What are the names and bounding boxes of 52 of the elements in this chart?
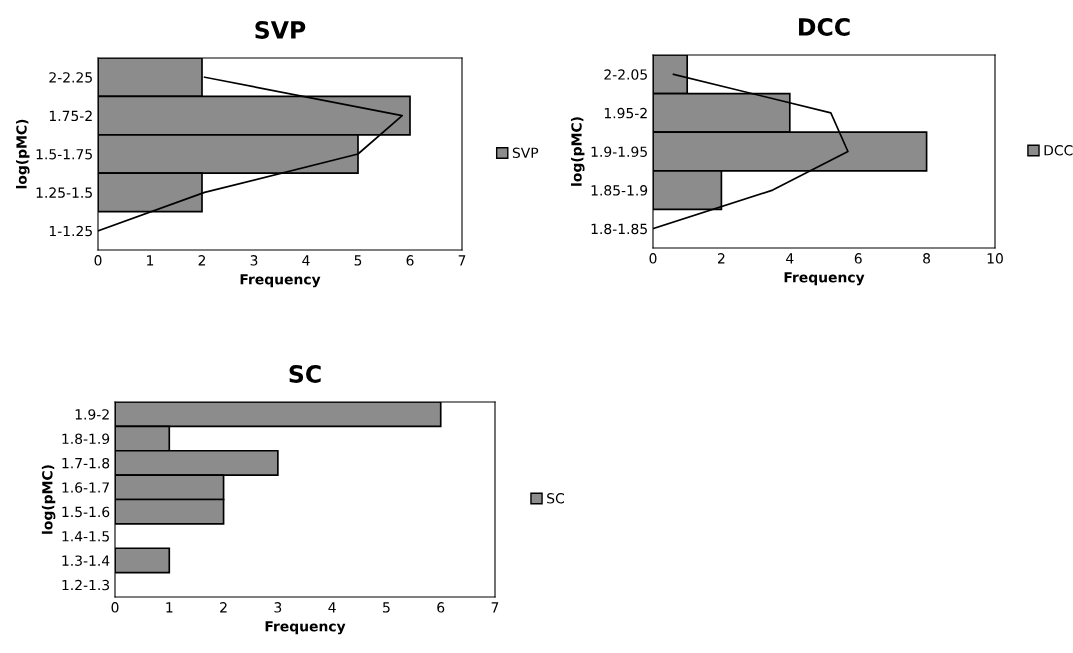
x-tick-label: 2 — [718, 253, 725, 264]
y-tick-label: 1.95-2 — [604, 107, 647, 119]
y-tick-label: 1.25-1.5 — [36, 187, 92, 198]
y-tick-label: 1.75-2 — [49, 110, 92, 122]
x-tick-label: 6 — [854, 253, 862, 264]
y-tick-label: 1.7-1.8 — [62, 457, 110, 469]
y-tick-label: 1.6-1.7 — [62, 482, 109, 493]
y-tick-label: 1.8-1.85 — [591, 223, 647, 235]
x-tick-label: 5 — [383, 602, 390, 613]
x-tick-label: 4 — [328, 602, 336, 613]
x-tick-label: 2 — [198, 255, 206, 266]
y-tick-label: 1.9-2 — [75, 409, 109, 420]
x-tick-label: 10 — [987, 253, 1003, 264]
x-axis-title: Frequency — [784, 272, 865, 286]
y-tick-label: 1.5-1.75 — [36, 149, 92, 160]
y-tick-label: 1-1.25 — [49, 225, 92, 237]
x-tick-label: 1 — [147, 255, 154, 266]
y-axis-title: log(pMC) — [41, 465, 56, 534]
y-tick-label: 1.5-1.6 — [62, 506, 110, 518]
y-axis-title: log(pMC) — [571, 117, 585, 186]
y-tick-label: 1.8-1.9 — [62, 433, 110, 445]
y-tick-label: 1.3-1.4 — [62, 555, 110, 566]
y-tick-label: 1.2-1.3 — [62, 579, 110, 591]
legend-label: DCC — [1044, 145, 1073, 156]
legend-label: SVP — [512, 147, 539, 159]
y-tick-label: 1.4-1.5 — [62, 531, 109, 542]
y-tick-label: 1.9-1.95 — [591, 146, 647, 157]
x-tick-label: 3 — [250, 255, 258, 266]
chart-title: SC — [289, 365, 321, 383]
chart-title: DCC — [799, 18, 850, 36]
x-tick-label: 7 — [491, 602, 499, 613]
x-tick-label: 6 — [406, 255, 414, 266]
x-tick-label: 4 — [302, 255, 310, 266]
legend-label: SC — [547, 493, 564, 504]
y-tick-label: 2-2.05 — [604, 69, 647, 80]
x-axis-title: Frequency — [240, 274, 321, 288]
y-axis-title: log(pMC) — [16, 119, 30, 189]
y-tick-label: 1.85-1.9 — [591, 185, 648, 196]
x-axis-title: Frequency — [265, 621, 346, 635]
x-tick-label: 6 — [437, 602, 445, 613]
x-tick-label: 1 — [166, 602, 173, 613]
x-tick-label: 0 — [94, 255, 102, 266]
y-tick-label: 2-2.25 — [49, 72, 92, 83]
x-tick-label: 3 — [274, 602, 282, 613]
x-tick-label: 0 — [111, 602, 119, 613]
x-tick-label: 7 — [458, 255, 466, 266]
x-tick-label: 0 — [649, 253, 657, 264]
x-tick-label: 8 — [923, 253, 931, 264]
chart-title: SVP — [255, 21, 306, 39]
x-tick-label: 5 — [354, 255, 362, 266]
x-tick-label: 2 — [220, 602, 227, 613]
x-tick-label: 4 — [786, 253, 794, 264]
